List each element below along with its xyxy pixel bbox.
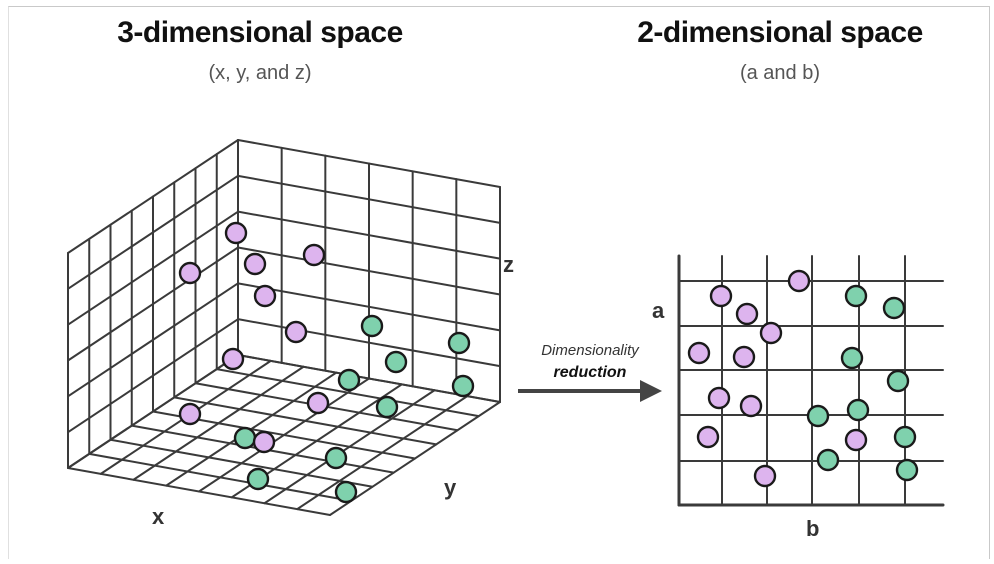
points-2d <box>687 269 919 488</box>
right-subtitle: (a and b) <box>739 62 821 84</box>
green-point <box>324 446 348 470</box>
purple-point <box>284 320 308 344</box>
grid-back-wall-line <box>237 246 501 296</box>
green-point <box>816 448 840 472</box>
purple-point <box>735 302 759 326</box>
green-point <box>246 467 270 491</box>
grid-left-wall-line <box>67 282 239 398</box>
purple-point <box>707 386 731 410</box>
axis-y-label: y <box>444 475 457 500</box>
green-point <box>384 350 408 374</box>
purple-point <box>687 341 711 365</box>
purple-point <box>753 464 777 488</box>
points-3d <box>178 221 475 504</box>
grid-back-wall-line <box>237 210 501 260</box>
grid-floor-line <box>263 389 436 505</box>
grid-floor-line <box>329 401 501 516</box>
grid-2d <box>677 254 945 507</box>
arrow-head <box>640 380 662 402</box>
green-point <box>233 426 257 450</box>
grid-floor-line <box>296 395 469 511</box>
purple-point <box>178 402 202 426</box>
grid-left-wall-line <box>67 354 239 469</box>
purple-point <box>178 261 202 285</box>
green-point <box>840 346 864 370</box>
green-point <box>334 480 358 504</box>
green-point <box>895 458 919 482</box>
arrow-label-line2: reduction <box>554 364 627 381</box>
grid-left-wall-line <box>67 210 239 326</box>
grid-left-wall-line <box>67 139 239 254</box>
green-point <box>375 395 399 419</box>
green-point <box>451 374 475 398</box>
grid-left-wall-line <box>67 318 239 434</box>
left-title: 3-dimensional space <box>117 16 403 49</box>
purple-point <box>252 430 276 454</box>
purple-point <box>224 221 248 245</box>
purple-point <box>253 284 277 308</box>
grid-left-wall-line <box>67 246 239 362</box>
grid-floor-line <box>88 452 353 502</box>
grid-back-wall-line <box>237 174 501 224</box>
reduction-arrow: Dimensionality reduction <box>518 342 662 402</box>
purple-point <box>243 252 267 276</box>
grid-back-wall-line <box>237 282 501 332</box>
purple-point <box>739 394 763 418</box>
grid-back-wall-line <box>237 139 501 188</box>
grid-left-wall-line <box>67 174 239 290</box>
green-point <box>846 398 870 422</box>
purple-point <box>306 391 330 415</box>
grid-3d <box>67 139 501 516</box>
figure-frame <box>8 6 990 559</box>
left-subtitle: (x, y, and z) <box>208 62 312 84</box>
purple-point <box>787 269 811 293</box>
grid-floor-line <box>67 467 331 516</box>
green-point <box>337 368 361 392</box>
grid-floor-line <box>109 438 374 488</box>
purple-point <box>696 425 720 449</box>
green-point <box>893 425 917 449</box>
purple-point <box>732 345 756 369</box>
purple-point <box>759 321 783 345</box>
green-point <box>447 331 471 355</box>
grid-floor-line <box>198 377 370 493</box>
green-point <box>360 314 384 338</box>
green-point <box>882 296 906 320</box>
green-point <box>806 404 830 428</box>
arrow-label-line1: Dimensionality <box>541 342 640 359</box>
axis-b-label: b <box>806 516 819 541</box>
green-point <box>844 284 868 308</box>
axis-x-label: x <box>152 504 165 529</box>
grid-back-wall-line <box>237 318 501 368</box>
axis-z-label: z <box>503 252 514 277</box>
green-point <box>886 369 910 393</box>
axis-a-label: a <box>652 298 665 323</box>
purple-point <box>302 243 326 267</box>
purple-point <box>844 428 868 452</box>
right-title: 2-dimensional space <box>637 16 923 49</box>
purple-point <box>709 284 733 308</box>
purple-point <box>221 347 245 371</box>
